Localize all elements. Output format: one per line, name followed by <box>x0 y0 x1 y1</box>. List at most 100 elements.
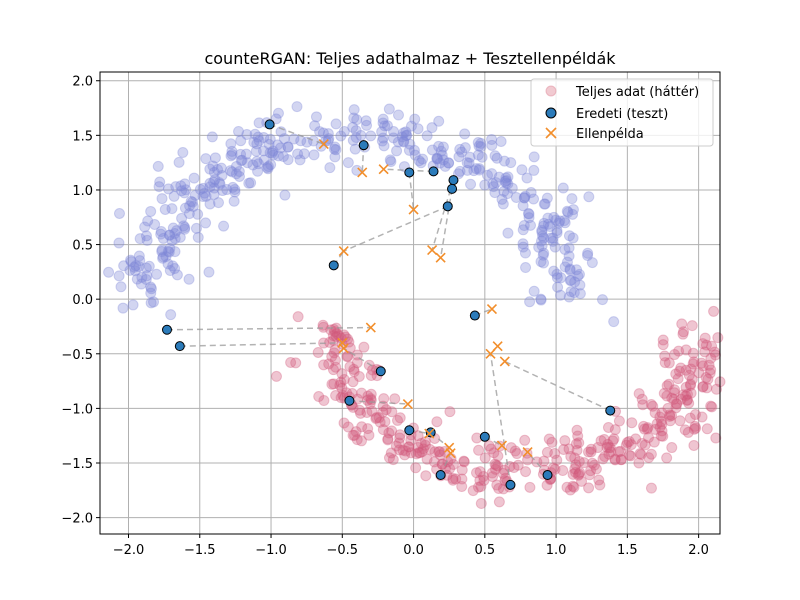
background-point <box>282 141 294 153</box>
background-point <box>637 399 649 411</box>
background-point <box>377 400 389 412</box>
background-point <box>538 247 550 259</box>
background-point <box>608 433 620 445</box>
background-point <box>479 179 491 191</box>
legend-marker-counterexample <box>545 127 557 139</box>
plot-area <box>99 71 726 535</box>
background-point <box>413 155 425 167</box>
background-point <box>661 452 673 464</box>
background-point <box>103 266 115 278</box>
test-point <box>435 470 446 481</box>
counterexample-point <box>496 440 507 451</box>
background-point <box>330 361 342 373</box>
background-point <box>490 459 502 471</box>
background-point <box>576 475 588 487</box>
background-point <box>134 233 146 245</box>
background-point <box>474 466 486 478</box>
background-point <box>355 435 367 447</box>
background-point <box>328 378 340 390</box>
test-point <box>448 175 459 186</box>
background-point <box>524 296 536 308</box>
background-point <box>180 184 192 196</box>
background-point <box>502 171 514 183</box>
counterexample-point <box>445 448 456 459</box>
background-point <box>528 164 540 176</box>
x-tick-label: −1.5 <box>184 543 216 558</box>
background-point <box>512 459 524 471</box>
background-point <box>183 273 195 285</box>
background-point <box>361 406 373 418</box>
background-point <box>124 264 136 276</box>
background-point <box>666 442 678 454</box>
background-point <box>563 230 575 242</box>
background-point <box>481 169 493 181</box>
background-point <box>175 180 187 192</box>
background-point <box>183 208 195 220</box>
background-point <box>443 157 455 169</box>
background-point <box>557 465 569 477</box>
background-point <box>131 273 143 285</box>
background-point <box>164 242 176 254</box>
background-point <box>585 465 597 477</box>
background-point <box>349 143 361 155</box>
background-point <box>328 347 340 359</box>
background-point <box>559 261 571 273</box>
background-point <box>331 328 343 340</box>
background-point <box>550 214 562 226</box>
background-point <box>572 270 584 282</box>
background-point <box>384 154 396 166</box>
background-point <box>167 222 179 234</box>
background-point <box>338 126 350 138</box>
background-point <box>290 357 302 369</box>
background-point <box>383 427 395 439</box>
background-point <box>661 380 673 392</box>
background-point <box>636 437 648 449</box>
background-point <box>381 120 393 132</box>
background-point <box>528 285 540 297</box>
background-point <box>113 270 125 282</box>
background-point <box>292 148 304 160</box>
background-point <box>547 232 559 244</box>
background-point <box>689 420 701 432</box>
background-point <box>493 171 505 183</box>
background-point <box>330 118 342 130</box>
background-point <box>240 148 252 160</box>
background-point <box>519 434 531 446</box>
background-point <box>613 415 625 427</box>
background-point <box>224 165 236 177</box>
background-point <box>366 405 378 417</box>
background-point <box>492 450 504 462</box>
background-point <box>166 203 178 215</box>
background-point <box>354 404 366 416</box>
background-point <box>363 429 375 441</box>
background-point <box>351 357 363 369</box>
background-point <box>630 433 642 445</box>
background-point <box>654 421 666 433</box>
background-point <box>643 452 655 464</box>
background-point <box>599 451 611 463</box>
background-point <box>431 416 443 428</box>
background-point <box>310 111 322 123</box>
background-point <box>350 131 362 143</box>
background-point <box>326 351 338 363</box>
background-point <box>538 217 550 229</box>
background-point <box>478 474 490 486</box>
background-point <box>565 286 577 298</box>
background-point <box>593 474 605 486</box>
background-point <box>685 378 697 390</box>
background-point <box>699 332 711 344</box>
background-point <box>538 232 550 244</box>
background-point <box>677 328 689 340</box>
background-point <box>267 145 279 157</box>
background-point <box>488 181 500 193</box>
background-point <box>456 473 468 485</box>
background-point <box>524 481 536 493</box>
background-point <box>130 260 142 272</box>
background-point <box>272 150 284 162</box>
background-point <box>324 162 336 174</box>
background-point <box>415 437 427 449</box>
background-point <box>145 281 157 293</box>
background-point <box>564 263 576 275</box>
background-point <box>548 211 560 223</box>
background-point <box>547 462 559 474</box>
